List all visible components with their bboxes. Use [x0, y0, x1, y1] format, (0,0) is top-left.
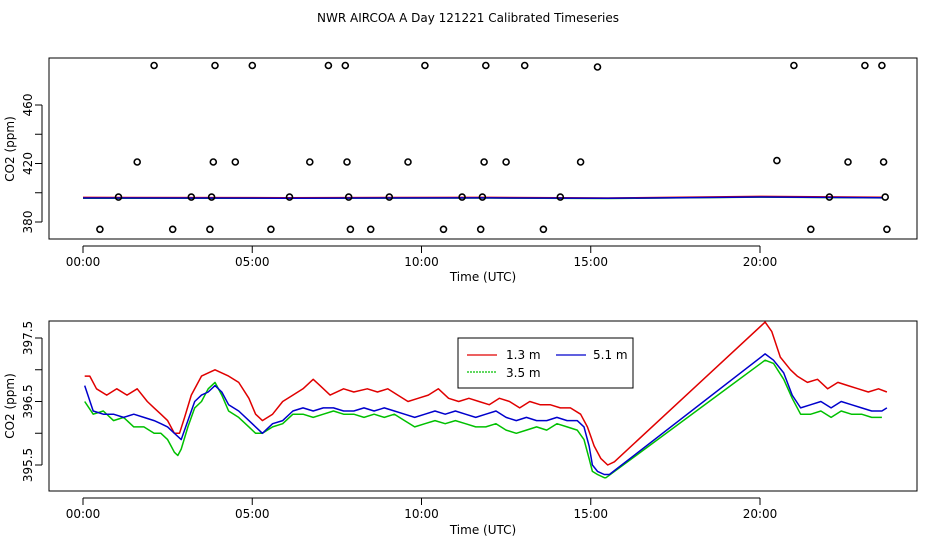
- upper-data-point: [576, 158, 585, 166]
- upper-x-tick-label: 00:00: [66, 255, 101, 269]
- upper-data-point: [439, 225, 448, 234]
- upper-data-point: [773, 156, 781, 165]
- upper-data-point: [458, 193, 466, 201]
- lower-x-tick-label: 20:00: [743, 507, 778, 521]
- upper-series-5-1m: [82, 196, 882, 200]
- upper-data-point: [209, 158, 218, 166]
- lower-panel: 00:00 05:00 10:00 15:00 20:00 395.5 396.5 397.5…: [3, 320, 918, 537]
- lower-y-tick-label: 396.5: [21, 384, 35, 418]
- upper-data-point: [96, 225, 104, 234]
- lower-series-3-5m: [84, 359, 882, 479]
- lower-x-tick-label: 10:00: [404, 507, 439, 521]
- legend: 1.3 m 5.1 m 3.5 m: [457, 337, 634, 389]
- upper-data-point: [285, 193, 294, 201]
- upper-data-point: [520, 61, 529, 70]
- upper-data-point: [481, 61, 490, 70]
- upper-ylabel: CO2 (ppm): [3, 116, 17, 182]
- upper-data-point: [881, 193, 890, 201]
- upper-data-point: [150, 61, 158, 70]
- lower-x-tick-label: 00:00: [66, 507, 101, 521]
- upper-data-point: [844, 158, 852, 166]
- upper-data-point: [790, 61, 798, 70]
- upper-data-point: [385, 193, 394, 201]
- upper-data-point: [502, 158, 510, 166]
- upper-data-point: [187, 193, 196, 201]
- upper-data-point: [248, 61, 257, 70]
- upper-x-tick-label: 20:00: [743, 255, 778, 269]
- upper-x-tick-label: 15:00: [573, 255, 608, 269]
- upper-data-point: [168, 225, 177, 234]
- upper-x-tick-label: 05:00: [235, 255, 270, 269]
- lower-ylabel: CO2 (ppm): [3, 373, 17, 439]
- upper-plot-frame: [48, 57, 918, 240]
- lower-y-tick-label: 397.5: [21, 321, 35, 355]
- upper-data-point: [825, 193, 834, 201]
- upper-data-point: [539, 225, 548, 234]
- legend-label-1-3m: 1.3 m: [506, 348, 541, 362]
- upper-data-point: [476, 225, 485, 234]
- upper-y-tick-label: 460: [21, 94, 35, 117]
- upper-data-point: [878, 61, 886, 70]
- upper-data-point: [206, 225, 214, 234]
- upper-data-point: [404, 158, 412, 166]
- upper-data-point: [593, 63, 602, 71]
- upper-data-point: [421, 61, 429, 70]
- upper-data-point: [114, 193, 123, 201]
- upper-data-point: [478, 193, 487, 201]
- lower-x-tick-label: 05:00: [235, 507, 270, 521]
- upper-data-point: [305, 158, 314, 166]
- lower-y-tick-label: 395.5: [21, 448, 35, 482]
- upper-panel: 00:00 05:00 10:00 15:00 20:00 380 420 460 Time …: [3, 57, 918, 284]
- upper-y-tick-label: 420: [21, 152, 35, 175]
- legend-box: [457, 337, 634, 389]
- upper-xlabel: Time (UTC): [449, 270, 516, 284]
- legend-label-3-5m: 3.5 m: [506, 366, 541, 380]
- legend-label-5-1m: 5.1 m: [593, 348, 628, 362]
- upper-data-point: [806, 225, 815, 234]
- lower-xlabel: Time (UTC): [449, 523, 516, 537]
- upper-data-point: [480, 158, 488, 166]
- upper-data-point: [133, 158, 141, 166]
- upper-data-point: [346, 225, 355, 234]
- lower-series-1-3m: [84, 321, 888, 466]
- upper-data-point: [366, 225, 375, 234]
- upper-data-point: [267, 225, 275, 234]
- upper-data-point: [211, 61, 219, 70]
- lower-x-tick-label: 15:00: [573, 507, 608, 521]
- upper-data-point: [883, 225, 891, 234]
- upper-data-point: [879, 158, 888, 166]
- upper-data-point: [341, 61, 350, 70]
- upper-data-point: [861, 61, 869, 70]
- upper-data-point: [231, 158, 240, 166]
- upper-data-point: [324, 61, 333, 70]
- upper-data-point: [344, 193, 353, 201]
- upper-data-point: [343, 158, 351, 166]
- lower-series-5-1m: [83, 353, 888, 476]
- figure-title: NWR AIRCOA A Day 121221 Calibrated Times…: [317, 11, 619, 25]
- upper-y-tick-label: 380: [21, 211, 35, 234]
- lower-plot-frame: [48, 320, 918, 492]
- upper-x-tick-label: 10:00: [404, 255, 439, 269]
- upper-data-point: [207, 193, 216, 201]
- upper-data-point: [556, 193, 565, 201]
